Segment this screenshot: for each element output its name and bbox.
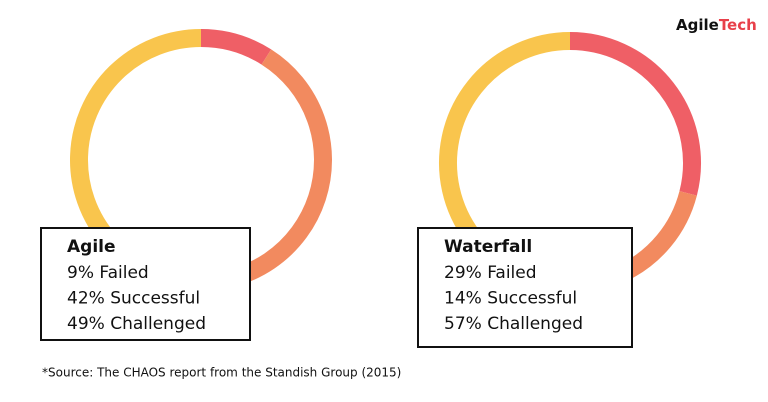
value-label: 29% bbox=[444, 263, 482, 283]
logo-first: Agile bbox=[676, 16, 719, 34]
value-label: 42% bbox=[67, 289, 105, 309]
chart-title: Agile bbox=[67, 237, 116, 257]
logo-second: Tech bbox=[719, 16, 757, 34]
value-label: 49% bbox=[67, 314, 105, 334]
category-label: Successful bbox=[487, 289, 577, 309]
legend-box bbox=[40, 227, 251, 341]
legend-entry: 42% Successful bbox=[67, 289, 200, 309]
source-note: *Source: The CHAOS report from the Stand… bbox=[42, 366, 401, 380]
legend-box bbox=[417, 227, 633, 348]
category-label: Challenged bbox=[110, 314, 206, 334]
value-label: 9% bbox=[67, 263, 94, 283]
legend-entry: 29% Failed bbox=[444, 263, 537, 283]
category-label: Failed bbox=[99, 263, 148, 283]
legend-entry: 14% Successful bbox=[444, 289, 577, 309]
category-label: Failed bbox=[487, 263, 536, 283]
donut-segment bbox=[569, 32, 701, 196]
category-label: Challenged bbox=[487, 314, 583, 334]
chart-title: Waterfall bbox=[444, 237, 532, 257]
value-label: 57% bbox=[444, 314, 482, 334]
donut-segment bbox=[200, 29, 272, 65]
logo: AgileTech bbox=[676, 16, 757, 34]
legend-entry: 9% Failed bbox=[67, 263, 149, 283]
value-label: 14% bbox=[444, 289, 482, 309]
legend-entry: 57% Challenged bbox=[444, 314, 583, 334]
category-label: Successful bbox=[110, 289, 200, 309]
legend-entry: 49% Challenged bbox=[67, 314, 206, 334]
